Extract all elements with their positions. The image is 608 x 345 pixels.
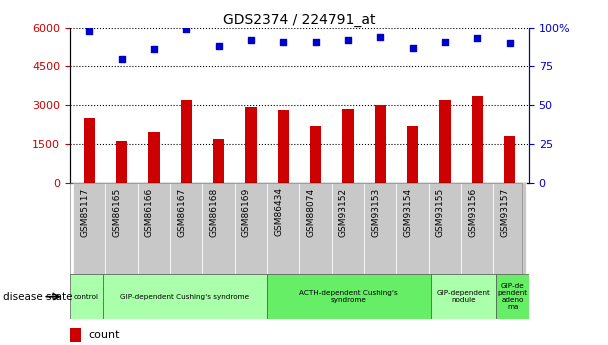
Point: [181, 26, 191, 32]
Point: [117, 56, 126, 61]
Point: [246, 37, 256, 43]
Point: [85, 28, 94, 33]
Text: GSM93156: GSM93156: [468, 187, 477, 237]
Bar: [181, 100, 192, 183]
Text: disease state: disease state: [3, 292, 72, 302]
Bar: [116, 141, 127, 183]
Bar: [342, 109, 354, 183]
Bar: [148, 132, 160, 183]
FancyBboxPatch shape: [267, 183, 300, 274]
Text: GIP-de
pendent
adeno
ma: GIP-de pendent adeno ma: [497, 283, 528, 310]
Text: GSM85117: GSM85117: [80, 187, 89, 237]
Text: GSM86434: GSM86434: [274, 187, 283, 236]
Point: [343, 37, 353, 43]
FancyBboxPatch shape: [332, 183, 364, 274]
Bar: [278, 110, 289, 183]
Bar: [407, 126, 418, 183]
Text: GIP-dependent
nodule: GIP-dependent nodule: [437, 290, 490, 303]
FancyBboxPatch shape: [73, 183, 105, 274]
Text: GSM93152: GSM93152: [339, 187, 348, 237]
FancyBboxPatch shape: [496, 274, 529, 319]
Text: GSM93154: GSM93154: [404, 187, 413, 237]
Text: GSM86169: GSM86169: [242, 187, 251, 237]
Bar: [84, 118, 95, 183]
Text: control: control: [74, 294, 99, 300]
Text: GSM86167: GSM86167: [178, 187, 186, 237]
Point: [278, 39, 288, 44]
FancyBboxPatch shape: [105, 183, 138, 274]
FancyBboxPatch shape: [430, 274, 496, 319]
FancyBboxPatch shape: [429, 183, 461, 274]
Text: GSM93153: GSM93153: [371, 187, 380, 237]
FancyBboxPatch shape: [300, 183, 332, 274]
Text: count: count: [88, 330, 120, 340]
FancyBboxPatch shape: [267, 274, 430, 319]
Point: [311, 39, 320, 44]
Text: GIP-dependent Cushing's syndrome: GIP-dependent Cushing's syndrome: [120, 294, 249, 300]
Title: GDS2374 / 224791_at: GDS2374 / 224791_at: [223, 12, 376, 27]
FancyBboxPatch shape: [202, 183, 235, 274]
Bar: [213, 139, 224, 183]
FancyBboxPatch shape: [461, 183, 494, 274]
Text: GSM93157: GSM93157: [500, 187, 510, 237]
FancyBboxPatch shape: [138, 183, 170, 274]
FancyBboxPatch shape: [103, 274, 267, 319]
Text: GSM93155: GSM93155: [436, 187, 445, 237]
Point: [214, 43, 224, 49]
Point: [375, 34, 385, 40]
Bar: [310, 126, 321, 183]
Bar: [70, 328, 81, 342]
Bar: [472, 96, 483, 183]
Text: GSM88074: GSM88074: [306, 187, 316, 237]
Bar: [245, 107, 257, 183]
FancyBboxPatch shape: [70, 274, 103, 319]
Bar: [375, 105, 386, 183]
Point: [472, 36, 482, 41]
Point: [408, 45, 418, 50]
FancyBboxPatch shape: [235, 183, 267, 274]
FancyBboxPatch shape: [396, 183, 429, 274]
Text: ACTH-dependent Cushing's
syndrome: ACTH-dependent Cushing's syndrome: [299, 290, 398, 303]
FancyBboxPatch shape: [170, 183, 202, 274]
Point: [440, 39, 450, 44]
Point: [505, 40, 514, 46]
Bar: [439, 100, 451, 183]
Text: GSM86166: GSM86166: [145, 187, 154, 237]
Point: [149, 47, 159, 52]
FancyBboxPatch shape: [364, 183, 396, 274]
Text: GSM86165: GSM86165: [112, 187, 122, 237]
FancyBboxPatch shape: [494, 183, 526, 274]
Bar: [504, 136, 515, 183]
Text: GSM86168: GSM86168: [210, 187, 219, 237]
